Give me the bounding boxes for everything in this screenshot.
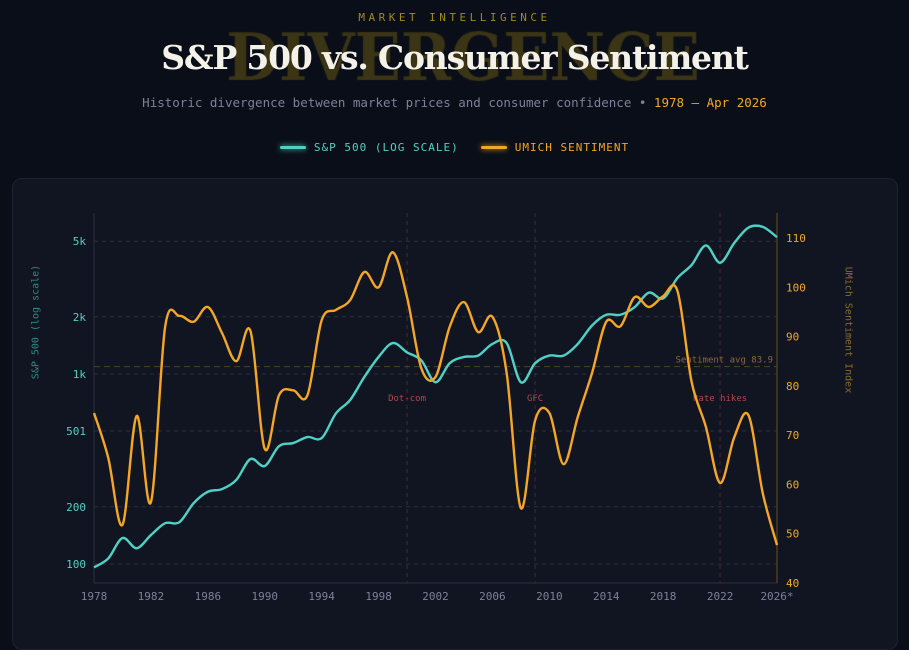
sentiment-average-label: Sentiment avg 83.9 [675,356,773,366]
x-tick-label: 2018 [650,590,677,603]
right-tick-label: 110 [786,232,806,245]
event-label: Rate hikes [693,394,747,404]
right-tick-label: 60 [786,478,799,491]
chart-card [12,178,898,650]
sentiment-line [92,251,779,546]
left-tick-label: 100 [66,558,86,571]
right-tick-label: 100 [786,281,806,294]
x-tick-label: 2010 [536,590,563,603]
x-tick-label: 1986 [195,590,222,603]
subtitle-text: Historic divergence between market price… [142,95,654,110]
right-tick-label: 90 [786,331,799,344]
legend: S&P 500 (LOG SCALE) UMICH SENTIMENT [0,141,909,154]
legend-label-sp500: S&P 500 (LOG SCALE) [313,141,459,154]
x-tick-label: 2002 [422,590,449,603]
legend-label-sentiment: UMICH SENTIMENT [514,141,630,154]
event-label: Dot-com [388,394,426,404]
x-tick-label: 2022 [707,590,734,603]
date-range: 1978 – Apr 2026 [653,95,767,110]
event-label: GFC [527,394,543,404]
kicker: MARKET INTELLIGENCE [358,11,551,24]
legend-swatch-sp500 [279,146,306,149]
x-tick-label: 1978 [81,590,108,603]
right-tick-label: 40 [786,577,799,590]
x-tick-label: 1990 [252,590,279,603]
right-axis-title: UMich Sentiment Index [842,266,854,394]
right-tick-label: 70 [786,429,799,442]
left-tick-label: 501 [66,425,86,438]
x-tick-label: 2014 [593,590,620,603]
x-tick-label: 2026* [760,590,793,603]
legend-item-sentiment[interactable]: UMICH SENTIMENT [480,141,630,154]
legend-item-sp500[interactable]: S&P 500 (LOG SCALE) [279,141,459,154]
x-tick-label: 1994 [308,590,335,603]
legend-swatch-sentiment [480,146,507,149]
left-tick-label: 5k [73,235,87,248]
left-tick-label: 1k [73,368,87,381]
page-title: S&P 500 vs. Consumer Sentiment [161,38,749,77]
left-tick-label: 2k [73,311,87,324]
left-axis-title: S&P 500 (log scale) [30,264,42,380]
watermark [0,0,909,110]
subtitle: Historic divergence between market price… [0,95,909,110]
right-tick-label: 50 [786,528,799,541]
x-tick-label: 2006 [479,590,506,603]
x-tick-label: 1982 [138,590,165,603]
sp500-line [93,224,778,569]
left-tick-label: 200 [66,501,86,514]
right-tick-label: 80 [786,380,799,393]
x-tick-label: 1998 [365,590,392,603]
